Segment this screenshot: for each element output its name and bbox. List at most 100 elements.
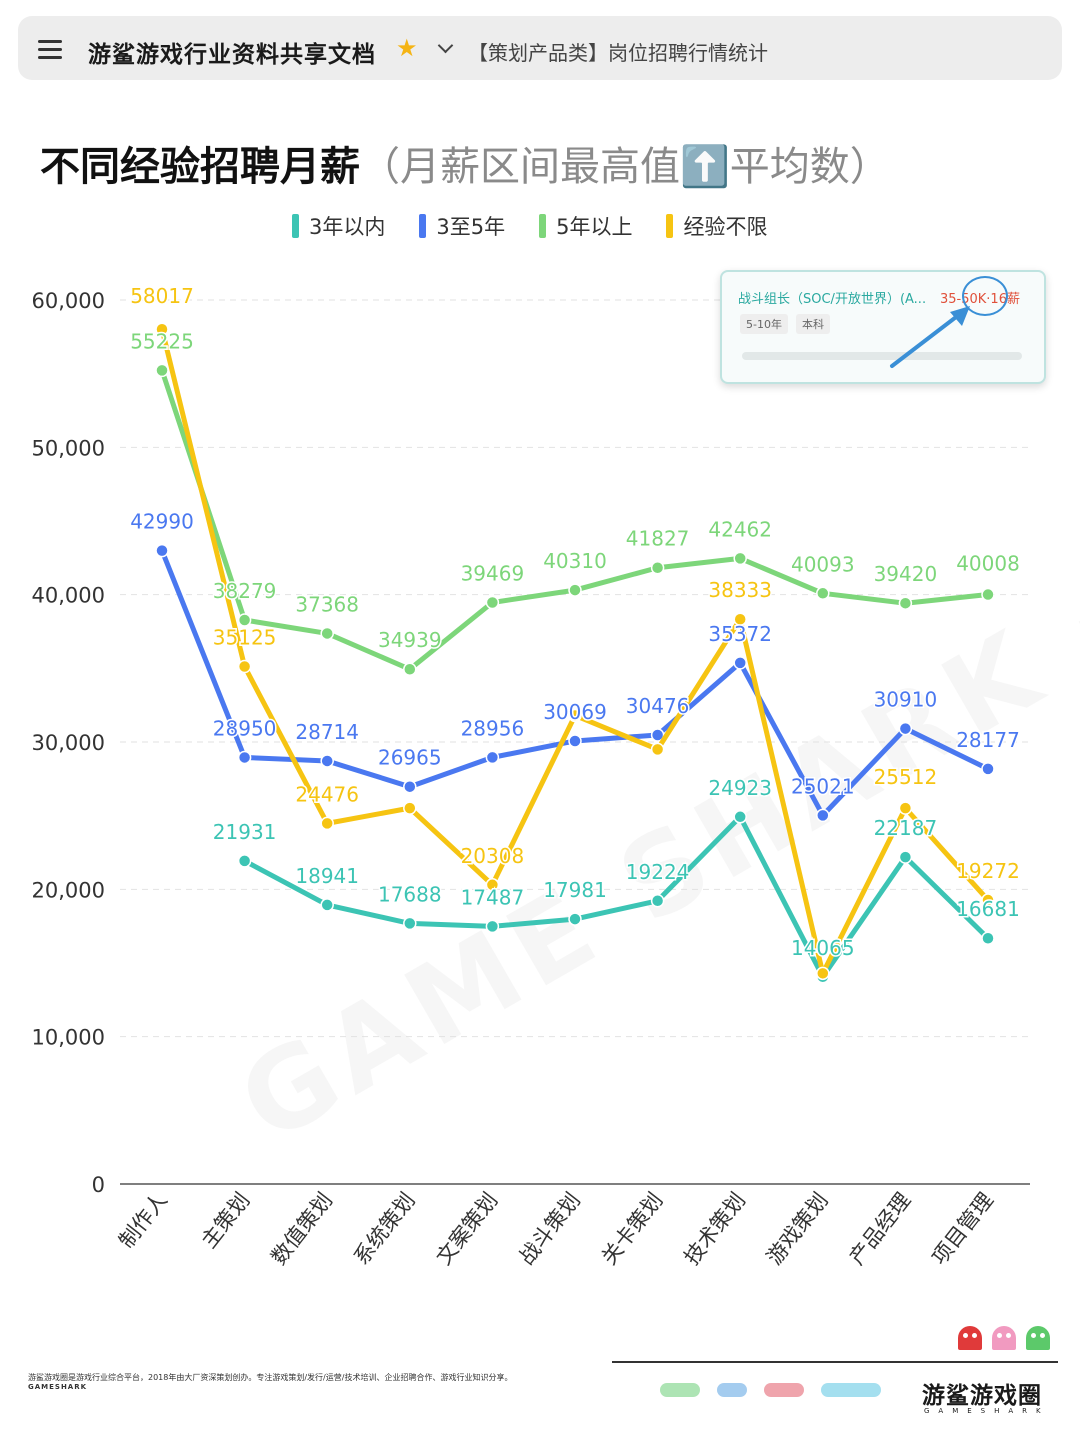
chart-subtitle: （月薪区间最高值⬆️平均数）: [360, 144, 890, 190]
star-icon[interactable]: ★: [396, 34, 418, 62]
legend-swatch: [666, 214, 674, 238]
highlight-circle: [962, 276, 1008, 316]
data-label: 17487: [461, 885, 525, 909]
legend-label: 3年以内: [309, 215, 386, 239]
ghost-pink-icon: [992, 1326, 1016, 1350]
legend-item-5-plus-years[interactable]: 5年以上: [539, 211, 632, 241]
data-point: [816, 808, 830, 823]
data-point: [237, 659, 252, 674]
data-label: 28714: [295, 720, 359, 744]
data-label: 19272: [956, 859, 1020, 883]
data-label: 17981: [543, 878, 607, 902]
x-tick-label: 数值策划: [267, 1188, 338, 1269]
legend-label: 3至5年: [436, 215, 506, 239]
data-label: 42462: [708, 517, 772, 541]
legend-item-3-to-5-years[interactable]: 3至5年: [419, 211, 505, 241]
data-point: [898, 721, 913, 736]
data-point: [485, 595, 500, 610]
data-label: 28956: [461, 716, 525, 740]
data-label: 25021: [791, 774, 855, 798]
legend-item-unlimited[interactable]: 经验不限: [666, 211, 767, 241]
x-tick-label: 文案策划: [432, 1188, 503, 1269]
job-card-blurred-info: [742, 352, 1022, 360]
document-title: 游鲨游戏行业资料共享文档: [88, 42, 376, 68]
data-label: 28177: [956, 728, 1020, 752]
data-label: 30476: [626, 694, 690, 718]
series-line: [159, 367, 991, 672]
x-tick-label: 系统策划: [349, 1188, 420, 1269]
data-point: [485, 878, 500, 892]
y-tick-label: 10,000: [32, 1026, 105, 1050]
data-point: [485, 750, 500, 765]
legend-label: 经验不限: [683, 215, 768, 239]
x-tick-label: 主策划: [197, 1188, 255, 1252]
legend-swatch: [419, 214, 427, 238]
x-tick-label: 项目管理: [927, 1188, 998, 1269]
data-label: 35125: [213, 625, 277, 649]
data-label: 55225: [130, 329, 194, 353]
data-label: 38333: [708, 578, 772, 602]
partner-logo-icon: [764, 1383, 805, 1397]
data-label: 42990: [130, 510, 194, 534]
data-point: [320, 754, 334, 768]
x-tick-label: 技术策划: [680, 1188, 751, 1269]
x-tick-label: 产品经理: [845, 1188, 916, 1269]
data-label: 30910: [874, 688, 938, 712]
data-point: [568, 708, 582, 723]
data-label: 24476: [295, 782, 359, 806]
data-point: [650, 560, 665, 575]
chart-title-main: 不同经验招聘月薪: [40, 144, 360, 190]
data-point: [568, 912, 582, 926]
brand-name: 游鲨游戏圈: [922, 1383, 1042, 1409]
footer-brand-small: GAMESHARK: [28, 1383, 88, 1391]
chart-legend: 3年以内 3至5年 5年以上 经验不限: [292, 211, 767, 241]
data-point: [320, 626, 334, 641]
data-point: [650, 728, 665, 742]
data-label: 39420: [874, 562, 938, 586]
menu-icon[interactable]: [38, 40, 62, 59]
data-point: [981, 931, 995, 945]
data-label: 25512: [874, 765, 938, 789]
data-label: 34939: [378, 628, 442, 652]
job-card-tag: 本科: [796, 314, 830, 334]
data-point: [898, 596, 913, 610]
data-label: 19224: [626, 860, 690, 884]
x-tick-label: 战斗策划: [514, 1188, 585, 1269]
y-tick-label: 0: [92, 1173, 105, 1197]
data-point: [568, 583, 582, 597]
chart-title: 不同经验招聘月薪（月薪区间最高值⬆️平均数）: [40, 134, 890, 192]
data-label: 28950: [213, 716, 277, 740]
data-label: 58017: [130, 284, 194, 308]
data-point: [155, 543, 169, 558]
data-point: [155, 322, 169, 336]
data-point: [898, 850, 913, 864]
data-point: [403, 779, 417, 794]
legend-swatch: [539, 214, 547, 238]
footer-divider: [612, 1361, 1058, 1363]
series-line: [159, 326, 991, 976]
data-label: 35372: [708, 622, 772, 646]
data-label: 40093: [791, 552, 855, 576]
data-label: 40310: [543, 549, 607, 573]
data-label: 14065: [791, 936, 855, 960]
data-label: 16681: [956, 897, 1020, 921]
data-point: [320, 898, 334, 912]
document-subtitle: 【策划产品类】岗位招聘行情统计: [468, 41, 768, 65]
data-label: 20308: [461, 844, 525, 868]
footer-description: 游鲨游戏圈是游戏行业综合平台，2018年由大厂资深策划创办。专注游戏策划/发行/…: [28, 1373, 513, 1382]
ghost-red-icon: [958, 1326, 982, 1350]
data-label: 18941: [295, 864, 359, 888]
data-point: [320, 816, 334, 831]
data-point: [568, 734, 582, 748]
data-label: 22187: [874, 816, 938, 840]
legend-item-3-years-within[interactable]: 3年以内: [292, 211, 385, 241]
data-point: [237, 854, 252, 868]
data-label: 39469: [461, 561, 525, 585]
legend-label: 5年以上: [556, 215, 633, 239]
data-point: [981, 762, 995, 776]
data-point: [733, 551, 747, 566]
data-point: [237, 613, 252, 627]
data-point: [816, 586, 830, 601]
data-point: [733, 612, 747, 626]
x-tick-label: 关卡策划: [597, 1188, 668, 1269]
